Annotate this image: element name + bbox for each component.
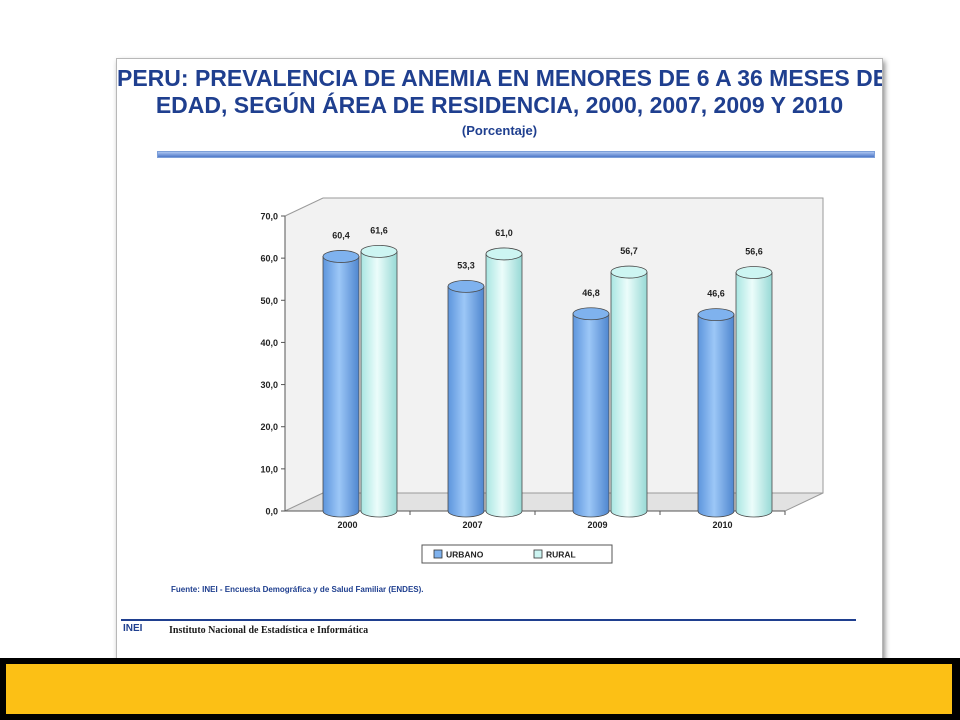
bar-top-urbano <box>697 308 735 322</box>
bottom-banner <box>0 658 960 720</box>
data-label: 46,6 <box>707 289 725 299</box>
x-tick-label: 2007 <box>462 520 482 530</box>
bar-rural <box>360 251 398 518</box>
bar-top-urbano <box>447 279 485 293</box>
bar-top-urbano <box>572 307 610 321</box>
x-tick-label: 2010 <box>712 520 732 530</box>
bar-rural <box>610 271 648 518</box>
data-label: 56,7 <box>620 246 638 256</box>
data-label: 60,4 <box>332 230 350 240</box>
legend-label-urbano: URBANO <box>446 550 484 560</box>
source-note: Fuente: INEI - Encuesta Demográfica y de… <box>171 585 424 594</box>
legend-swatch-rural <box>533 549 543 559</box>
y-tick-label: 60,0 <box>260 254 278 264</box>
y-tick-label: 50,0 <box>260 296 278 306</box>
y-tick-label: 40,0 <box>260 338 278 348</box>
bar-chart: 0,0 10,0 20,0 30,0 40,0 50,0 60,0 70,0 60,4 61,6 2… <box>260 197 824 564</box>
y-tick-label: 10,0 <box>260 464 278 474</box>
y-tick-label: 70,0 <box>260 212 278 222</box>
data-label: 53,3 <box>457 260 475 270</box>
bottom-banner-fill <box>6 664 952 714</box>
bar-top-rural <box>735 266 773 279</box>
chart-subtitle: (Porcentaje) <box>461 123 538 138</box>
slide-card: PERU: PREVALENCIA DE ANEMIA EN MENORES D… <box>116 58 883 667</box>
bar-urbano <box>697 314 735 518</box>
bar-top-rural <box>610 265 648 279</box>
footer-organization: Instituto Nacional de Estadística e Info… <box>169 625 369 636</box>
bar-top-urbano <box>322 250 360 263</box>
bar-urbano <box>322 256 360 518</box>
footer-divider <box>121 619 856 621</box>
inei-logo: INEI <box>123 623 143 634</box>
x-tick-label: 2009 <box>587 520 607 530</box>
x-tick-label: 2000 <box>337 520 357 530</box>
title-divider <box>157 151 875 158</box>
data-label: 61,0 <box>495 228 513 238</box>
y-tick-label: 0,0 <box>265 507 278 517</box>
legend-box <box>421 544 613 564</box>
bar-urbano <box>572 313 610 518</box>
chart-title: PERU: PREVALENCIA DE ANEMIA EN MENORES D… <box>117 65 882 119</box>
bar-urbano <box>447 285 485 518</box>
data-label: 46,8 <box>582 288 600 298</box>
bar-top-rural <box>485 247 523 261</box>
legend-swatch-urbano <box>433 549 443 559</box>
data-label: 61,6 <box>370 225 388 235</box>
chart-title-line-2: EDAD, SEGÚN ÁREA DE RESIDENCIA, 2000, 20… <box>155 92 844 118</box>
bar-rural <box>735 272 773 518</box>
y-tick-label: 30,0 <box>260 380 278 390</box>
bar-rural <box>485 253 523 518</box>
y-tick-label: 20,0 <box>260 422 278 432</box>
chart-title-line-1: PERU: PREVALENCIA DE ANEMIA EN MENORES D… <box>117 65 883 91</box>
data-label: 56,6 <box>745 246 763 256</box>
legend-label-rural: RURAL <box>546 550 576 560</box>
bar-top-rural <box>360 244 398 258</box>
